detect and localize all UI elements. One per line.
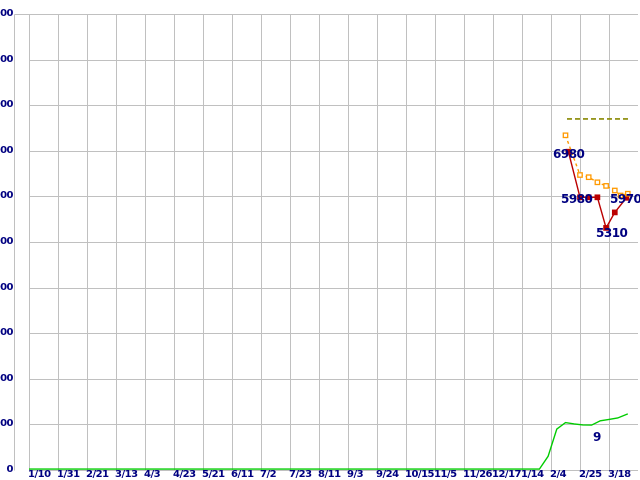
- y-axis-tick-label: 6000: [0, 190, 13, 202]
- x-axis-tick-label: 2/25: [579, 469, 602, 480]
- x-axis-tick-label: 1/14: [521, 469, 544, 480]
- series-red-series: [565, 148, 630, 231]
- x-axis-tick-label: 7/2: [260, 469, 277, 480]
- series-line: [567, 151, 627, 230]
- data-point-marker: [585, 174, 592, 181]
- data-point-marker: [594, 179, 601, 186]
- x-axis-tick-label: 10/15: [405, 469, 434, 480]
- x-axis-tick-label: 11/26: [463, 469, 492, 480]
- data-point-marker: [603, 225, 609, 231]
- x-axis-tick-label: 1/10: [28, 469, 51, 480]
- x-axis-tick-label: 4/23: [173, 469, 196, 480]
- data-point-marker: [562, 132, 569, 139]
- data-point-marker: [611, 209, 618, 216]
- x-axis-tick-label: 8/11: [318, 469, 341, 480]
- x-axis-tick-label: 6/11: [231, 469, 254, 480]
- x-axis-tick-label: 3/18: [608, 469, 631, 480]
- data-point-marker: [611, 187, 618, 194]
- series-line: [29, 413, 629, 470]
- y-axis-tick-label: 2000: [0, 372, 13, 384]
- x-axis-tick-label: 11/5: [434, 469, 457, 480]
- x-axis-tick-label: 2/4: [550, 469, 567, 480]
- y-axis-tick-label: 9000: [0, 53, 13, 65]
- x-axis-tick-label: 9/3: [347, 469, 364, 480]
- series-line: [564, 135, 628, 197]
- x-axis-tick-label: 12/17: [492, 469, 521, 480]
- data-point-label: 9: [593, 430, 601, 444]
- y-axis-tick-label: 0: [6, 464, 14, 475]
- data-point-marker: [624, 190, 631, 197]
- data-point-label: 5310: [596, 226, 628, 240]
- y-axis-tick-label: 4000: [0, 281, 13, 293]
- data-point-marker: [594, 194, 601, 201]
- grid-lines: [14, 14, 638, 471]
- series-orange-forecast-series: [562, 132, 631, 199]
- y-axis-tick-label: 7000: [0, 144, 13, 156]
- x-axis-tick-label: 9/24: [376, 469, 399, 480]
- data-point-marker: [585, 194, 592, 201]
- data-point-marker: [577, 194, 583, 201]
- data-point-label: 5970: [610, 192, 640, 206]
- y-axis-tick-label: 8000: [0, 99, 13, 111]
- series-green-series: [29, 413, 629, 470]
- x-axis-tick-label: 4/3: [144, 469, 161, 480]
- data-point-label: 6980: [553, 147, 585, 161]
- x-axis-tick-label: 3/13: [115, 469, 138, 480]
- data-point-marker: [565, 148, 572, 155]
- x-axis-tick-label: 2/21: [86, 469, 109, 480]
- y-axis-tick-label: 1000: [0, 418, 13, 430]
- y-axis-tick-label: 3000: [0, 327, 13, 339]
- y-axis-tick-label: 10000: [0, 8, 14, 19]
- x-axis-tick-label: 7/23: [289, 469, 312, 480]
- data-point-marker: [577, 172, 583, 178]
- data-point-marker: [603, 183, 609, 189]
- data-point-label: 5980: [561, 192, 593, 206]
- y-axis-tick-label: 5000: [0, 236, 13, 247]
- x-axis-tick-label: 5/21: [202, 469, 225, 480]
- data-point-marker: [617, 192, 624, 199]
- x-axis-tick-label: 1/31: [57, 469, 80, 480]
